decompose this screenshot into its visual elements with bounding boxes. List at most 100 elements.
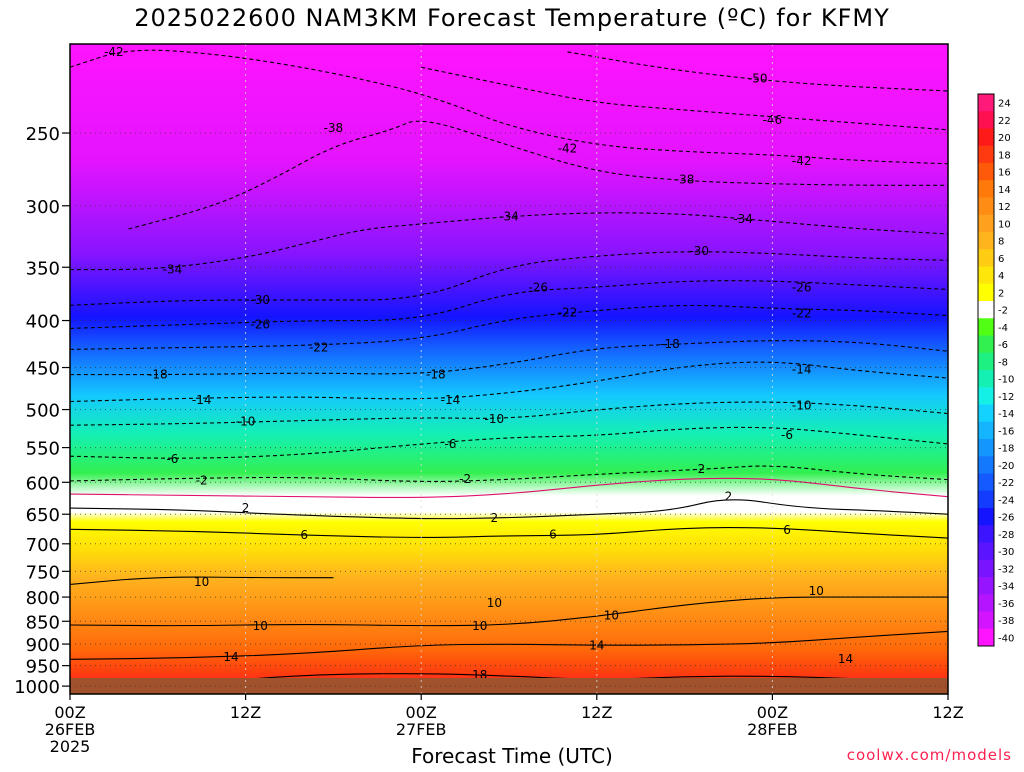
contour-label: 2: [491, 511, 499, 525]
x-tick-label: 27FEB: [396, 720, 447, 739]
colorbar-swatch: [978, 559, 994, 578]
colorbar-label: -28: [998, 530, 1014, 541]
colorbar-label: -16: [998, 426, 1014, 437]
colorbar-label: -14: [998, 409, 1014, 420]
contour-label: -34: [733, 212, 753, 226]
colorbar-swatch: [978, 352, 994, 371]
y-tick-label: 750: [26, 562, 60, 583]
contour-line-7: [70, 465, 948, 482]
colorbar-label: -40: [998, 633, 1014, 644]
colorbar-label: 22: [998, 116, 1011, 127]
contour-label: 2: [242, 501, 250, 515]
y-tick-label: 700: [26, 535, 60, 556]
contour-label: -10: [792, 399, 812, 413]
contour-line-13: [70, 280, 948, 329]
chart-title: 2025022600 NAM3KM Forecast Temperature (…: [134, 4, 890, 32]
x-axis-label: Forecast Time (UTC): [411, 744, 613, 768]
colorbar-swatch: [978, 490, 994, 509]
colorbar-swatch: [978, 611, 994, 630]
colorbar-swatch: [978, 128, 994, 147]
colorbar-label: 14: [998, 185, 1011, 196]
contour-label: 10: [253, 619, 268, 633]
contour-label: -14: [792, 362, 812, 376]
colorbar-swatch: [978, 214, 994, 233]
colorbar-frame: [977, 93, 995, 647]
colorbar-label: 6: [998, 254, 1004, 265]
colorbar-swatch: [978, 318, 994, 336]
credit-link[interactable]: coolwx.com/models: [846, 746, 1012, 764]
x-tick-label: 00Z: [757, 703, 788, 722]
contour-line-18: [421, 66, 948, 131]
x-tick-label: 2025: [50, 737, 91, 756]
y-tick-label: 450: [26, 359, 60, 380]
colorbar-label: -8: [998, 357, 1008, 368]
contour-line-11: [70, 340, 948, 376]
colorbar-label: 8: [998, 237, 1004, 248]
y-tick-label: 350: [26, 258, 60, 279]
ground-band: [70, 678, 948, 694]
contour-label: -30: [689, 244, 709, 258]
colorbar-swatch: [978, 439, 994, 457]
x-tick-label: 26FEB: [45, 720, 96, 739]
contour-label: -14: [192, 393, 212, 407]
x-tick-label: 12Z: [932, 703, 963, 722]
colorbar-swatch: [978, 94, 994, 112]
contour-label: -6: [781, 428, 793, 442]
contour-label: 14: [838, 652, 853, 666]
contour-label: -38: [324, 121, 344, 135]
y-tick-label: 600: [26, 473, 60, 494]
colorbar-swatch: [978, 628, 994, 647]
colorbar-swatch: [978, 335, 994, 354]
colorbar-label: 10: [998, 219, 1011, 230]
contour-label: -38: [675, 173, 695, 187]
contour-line-16: [128, 120, 948, 230]
contour-label: 10: [809, 584, 824, 598]
contour-label: -26: [250, 318, 270, 332]
colorbar-label: -2: [998, 306, 1008, 317]
colorbar-swatch: [978, 111, 994, 129]
y-tick-label: 300: [26, 197, 60, 218]
contour-label: -14: [441, 393, 461, 407]
colorbar-swatch: [978, 508, 994, 526]
colorbar-label: 2: [998, 288, 1004, 299]
contour-label: -2: [196, 473, 208, 487]
contour-label: -50: [748, 71, 768, 85]
contour-line-3: [70, 576, 334, 585]
colorbar-swatch: [978, 421, 994, 440]
colorbar-label: 24: [998, 99, 1011, 110]
y-axis: 2503003504004505005506006507007508008509…: [14, 124, 70, 698]
contour-label: 10: [472, 619, 487, 633]
colorbar-label: 20: [998, 133, 1011, 144]
contour-label: -2: [459, 472, 471, 486]
colorbar-swatch: [978, 473, 994, 492]
contour-label: -26: [792, 280, 812, 294]
y-tick-label: 650: [26, 505, 60, 526]
colorbar-swatch: [978, 525, 994, 543]
x-tick-label: 28FEB: [747, 720, 798, 739]
colorbar-label: -30: [998, 547, 1014, 558]
colorbar-label: -12: [998, 392, 1014, 403]
colorbar-swatch: [978, 387, 994, 405]
colorbar-swatch: [978, 180, 994, 198]
x-tick-label: 00Z: [406, 703, 437, 722]
contour-line-14: [70, 251, 948, 306]
contour-line-10: [70, 361, 948, 403]
y-tick-label: 1000: [14, 677, 60, 698]
y-tick-label: 850: [26, 612, 60, 633]
colorbar-swatch: [978, 163, 994, 181]
colorbar-label: -18: [998, 444, 1014, 455]
contour-label: -42: [104, 45, 124, 59]
contour-label: -42: [792, 154, 812, 168]
contour-label: 2: [725, 490, 733, 504]
colorbar-swatch: [978, 197, 994, 216]
contour-label: 10: [194, 575, 209, 589]
colorbar-label: -38: [998, 616, 1014, 627]
colorbar: 24 22 20 18 16 14 12 10 8 6 4 2 -2 -4 -6 -8 -10 -12 -14 -16…: [977, 93, 1014, 647]
contour-label: -22: [558, 305, 578, 319]
colorbar-label: -4: [998, 323, 1008, 334]
y-tick-label: 550: [26, 439, 60, 460]
colorbar-label: -10: [998, 375, 1014, 386]
colorbar-label: 12: [998, 202, 1011, 213]
